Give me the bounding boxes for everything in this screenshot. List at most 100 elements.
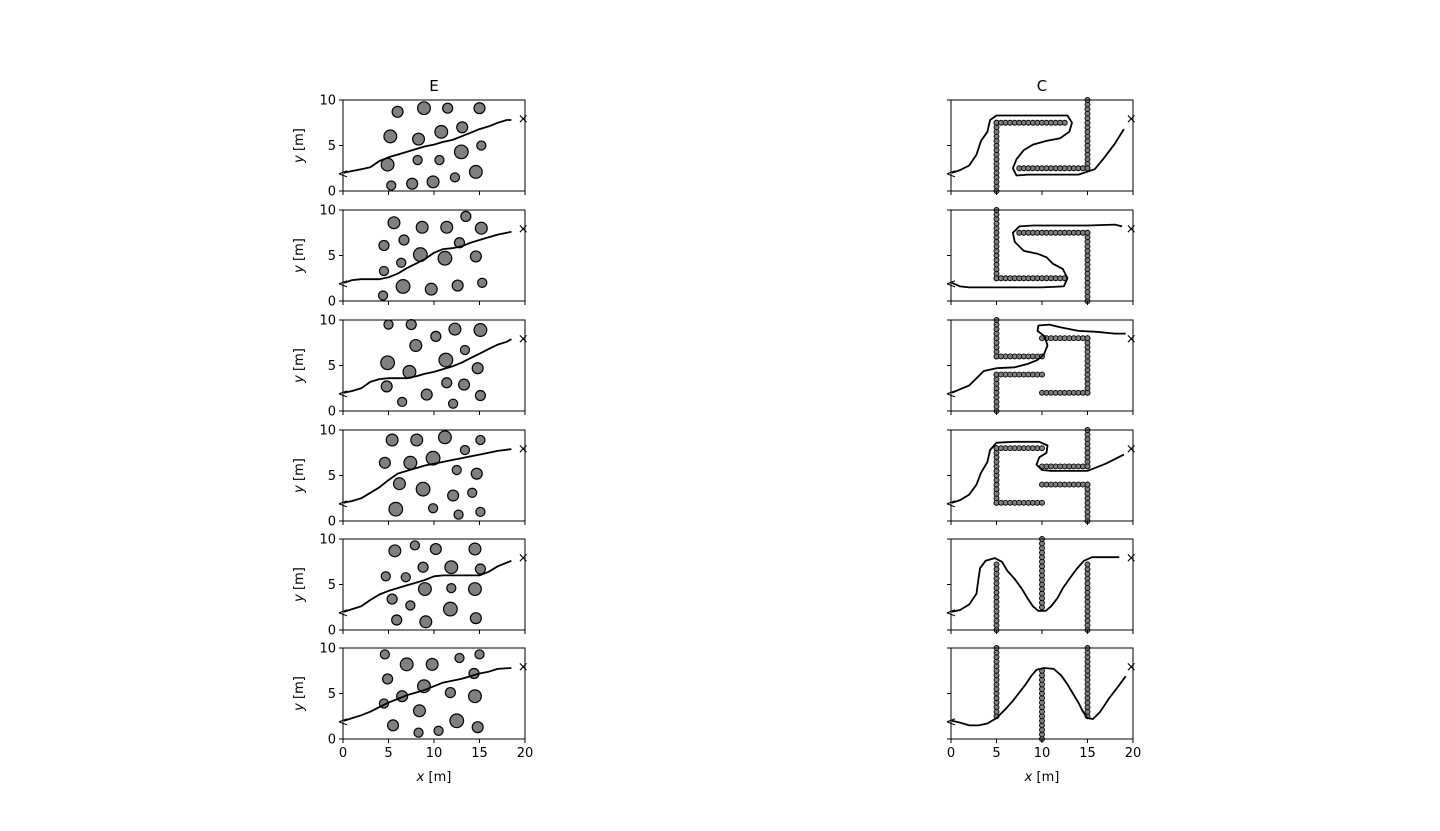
y-tick-label: 0: [328, 295, 336, 310]
obstacle: [426, 175, 440, 189]
obstacle: [386, 180, 397, 191]
y-tick-label: 5: [328, 687, 336, 702]
obstacle: [444, 560, 459, 575]
trajectory-line: [343, 667, 512, 722]
trajectory-line: [951, 114, 1125, 177]
panel-4: <×: [945, 427, 1137, 525]
goal-marker: ×: [518, 112, 529, 127]
y-tick-label: 5: [328, 578, 336, 593]
obstacle: [459, 444, 471, 456]
obstacle: [391, 105, 404, 118]
goal-marker: ×: [1126, 332, 1137, 347]
obstacle: [379, 649, 391, 660]
obstacle: [380, 571, 391, 582]
obstacle: [473, 102, 486, 115]
obstacle: [434, 124, 449, 139]
obstacle: [433, 725, 444, 736]
obstacle: [409, 540, 421, 551]
y-axis-label: y [m]: [292, 238, 307, 274]
obstacle: [396, 257, 407, 268]
obstacle: [388, 544, 402, 558]
obstacle: [417, 582, 432, 597]
wall-obstacle: [1039, 499, 1045, 506]
obstacle: [449, 713, 465, 729]
trajectory-line: [951, 223, 1123, 289]
obstacle: [437, 430, 452, 445]
obstacle: [398, 234, 410, 246]
chart-c: C<×<×<×<×<×<×0 5 10 15 20: [945, 77, 1141, 761]
y-tick-label: 0: [328, 405, 336, 420]
x-tick-label: 15: [471, 746, 488, 761]
x-tick-label: 10: [426, 746, 443, 761]
obstacle: [477, 277, 488, 288]
obstacle: [430, 330, 442, 342]
obstacle: [474, 221, 488, 235]
x-tick-label: 20: [1125, 746, 1142, 761]
x-axis-label: x [m]: [416, 770, 452, 785]
obstacle: [473, 323, 488, 337]
obstacle: [446, 582, 457, 594]
wall-obstacle: [1039, 371, 1045, 378]
obstacle: [412, 154, 423, 166]
obstacle: [451, 279, 464, 292]
goal-marker: ×: [518, 442, 529, 457]
obstacle: [438, 352, 454, 368]
panel-1: <×: [945, 97, 1137, 195]
obstacle: [460, 210, 472, 222]
y-tick-label: 5: [328, 359, 336, 374]
obstacle: [429, 542, 442, 556]
obstacle: [378, 265, 390, 277]
obstacle: [392, 477, 406, 491]
obstacle: [467, 582, 482, 597]
wall-obstacle: [1084, 561, 1091, 568]
obstacle: [442, 102, 454, 114]
obstacle: [419, 615, 433, 629]
chart-title: C: [1037, 77, 1047, 95]
y-tick-label: 0: [328, 515, 336, 530]
obstacle: [457, 378, 471, 391]
wall-obstacle: [1084, 335, 1091, 342]
obstacle: [388, 501, 404, 517]
goal-marker: ×: [518, 332, 529, 347]
wall-obstacle: [1039, 445, 1045, 452]
x-tick-label: 5: [992, 746, 1000, 761]
wall-obstacle: [1084, 229, 1091, 236]
axes-frame: [950, 99, 1134, 192]
goal-marker: ×: [1126, 660, 1137, 675]
wall-obstacle: [1084, 165, 1091, 172]
y-tick-label: 10: [319, 642, 336, 657]
obstacle: [444, 686, 456, 699]
panel-6: <×0 5 10 15 20: [945, 645, 1142, 761]
obstacle: [470, 467, 483, 480]
obstacle: [437, 250, 453, 266]
obstacle: [397, 396, 408, 408]
obstacle: [474, 649, 485, 660]
obstacle: [420, 388, 433, 401]
goal-marker: ×: [518, 222, 529, 237]
obstacle: [413, 727, 424, 738]
obstacle: [467, 689, 482, 704]
obstacle: [378, 456, 391, 469]
obstacle: [395, 279, 411, 294]
obstacle: [469, 250, 482, 263]
obstacle: [378, 239, 390, 252]
obstacle: [427, 503, 439, 514]
y-tick-label: 0: [328, 733, 336, 748]
y-axis-label: y [m]: [292, 458, 307, 494]
obstacle: [448, 322, 462, 336]
y-tick-label: 10: [319, 314, 336, 329]
chart-title: E: [429, 77, 438, 95]
obstacle: [475, 434, 486, 446]
obstacle: [475, 506, 486, 518]
panel-5: <×: [945, 536, 1137, 634]
obstacle: [405, 318, 417, 331]
obstacle: [412, 132, 426, 146]
obstacle: [442, 601, 458, 617]
obstacle: [467, 487, 478, 498]
obstacle: [380, 355, 396, 371]
obstacle: [425, 657, 439, 671]
